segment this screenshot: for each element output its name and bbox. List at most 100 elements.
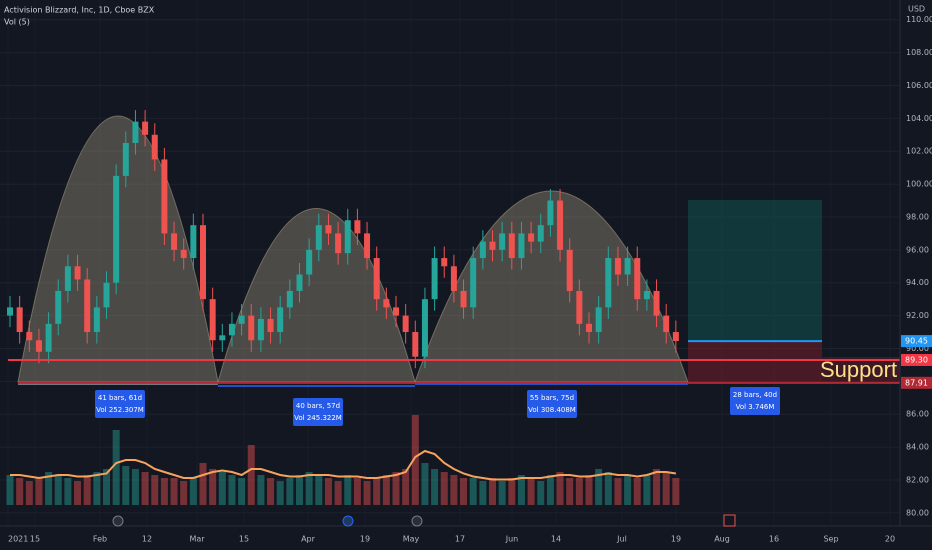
candle-body	[103, 282, 110, 308]
candle-body	[93, 307, 100, 333]
volume-bar	[537, 481, 545, 505]
volume-bar	[546, 475, 554, 505]
volume-bar	[334, 481, 342, 505]
volume-bar	[209, 469, 217, 505]
candle-body	[364, 233, 371, 259]
candle-body	[325, 225, 332, 234]
y-tick-label: 80.00	[906, 508, 929, 517]
volume-bar	[160, 478, 168, 505]
volume-bar	[411, 415, 419, 505]
candle-body	[35, 340, 42, 352]
volume-bar	[218, 472, 226, 505]
candle-body	[200, 225, 206, 300]
candle-body	[335, 233, 342, 254]
measure-volume: Vol 245.322M	[294, 414, 342, 422]
y-tick-label: 108.00	[906, 48, 932, 57]
volume-bar	[6, 475, 14, 505]
candle-body	[7, 307, 13, 316]
volume-bar	[498, 481, 506, 505]
support-label: Support	[820, 357, 897, 382]
x-tick-label: May	[403, 535, 420, 544]
measure-box	[293, 398, 343, 426]
volume-bar	[228, 475, 236, 505]
candle-body	[431, 258, 438, 300]
volume-bar	[489, 478, 496, 505]
volume-bar	[267, 478, 275, 505]
grid	[0, 19, 900, 514]
volume-bar	[450, 475, 458, 505]
x-tick-label: Mar	[189, 535, 205, 544]
volume-bar	[324, 478, 332, 505]
volume-bar	[556, 472, 564, 505]
earnings-markers	[112, 514, 736, 527]
volume-bar	[460, 478, 468, 505]
overlays: 41 bars, 61d Vol 252.307M 40 bars, 57d Vol …	[8, 340, 900, 426]
x-tick-label: 16	[769, 535, 779, 544]
candle-body	[547, 200, 554, 226]
volume-bar	[363, 481, 371, 505]
stop-zone	[688, 342, 822, 382]
volume-bar	[180, 481, 188, 505]
candle-body	[624, 258, 631, 275]
candle-body	[489, 241, 496, 250]
volume-bar	[45, 472, 53, 505]
y-tick-label: 104.00	[906, 114, 932, 123]
candle-body	[354, 220, 361, 234]
candle-body	[499, 233, 506, 250]
volume-bar	[54, 475, 62, 505]
volume-bar	[431, 469, 439, 505]
volume-bar	[315, 475, 323, 505]
volume-bar	[344, 475, 352, 505]
candle-body	[373, 258, 380, 300]
volume-pane	[6, 415, 680, 505]
candle-body	[508, 233, 515, 259]
measure-bars: 40 bars, 57d	[296, 402, 340, 410]
volume-bar	[286, 478, 294, 505]
candle-body	[171, 233, 178, 250]
volume-bar	[247, 445, 255, 505]
volume-bar	[566, 478, 574, 505]
volume-bar	[189, 478, 197, 505]
x-tick-label: 15	[239, 535, 249, 544]
measure-bars: 28 bars, 40d	[733, 391, 777, 399]
candle-body	[16, 307, 23, 333]
candle-body	[315, 225, 322, 250]
volume-bar	[440, 472, 448, 505]
volume-bar	[614, 478, 622, 505]
volume-bar	[103, 469, 110, 505]
measure-volume: Vol 308.408M	[528, 406, 576, 414]
y-tick-label: 96.00	[906, 245, 929, 254]
volume-bar	[141, 472, 149, 505]
volume-bar	[672, 478, 680, 505]
candle-body	[257, 318, 264, 341]
x-tick-label: 15	[30, 535, 40, 544]
candle-body	[277, 307, 284, 333]
candle-body	[450, 266, 457, 291]
x-tick-label: Apr	[301, 535, 316, 544]
volume-bar	[276, 481, 284, 505]
volume-bar	[585, 475, 593, 505]
arc-drawing	[217, 208, 416, 383]
support-zone	[822, 357, 900, 383]
y-tick-label: 102.00	[906, 147, 932, 156]
candle-body	[393, 307, 399, 316]
measure-box	[527, 390, 577, 418]
candle-body	[537, 225, 544, 242]
candle-body	[190, 225, 197, 259]
measure-box	[95, 390, 145, 418]
volume-ma-line	[10, 449, 677, 481]
candle-body	[672, 332, 679, 342]
candle-body	[180, 249, 187, 259]
candle-body	[161, 159, 168, 234]
y-tick-label: 84.00	[906, 443, 929, 452]
x-tick-label: Jul	[616, 535, 627, 544]
volume-bar	[633, 478, 641, 505]
x-tick-label: 17	[455, 535, 465, 544]
candle-body	[614, 258, 621, 275]
y-tick-label: 92.00	[906, 311, 929, 320]
volume-bar	[353, 478, 361, 505]
candle-body	[219, 335, 226, 341]
candle-body	[402, 315, 409, 333]
x-tick-label: Aug	[714, 535, 730, 544]
